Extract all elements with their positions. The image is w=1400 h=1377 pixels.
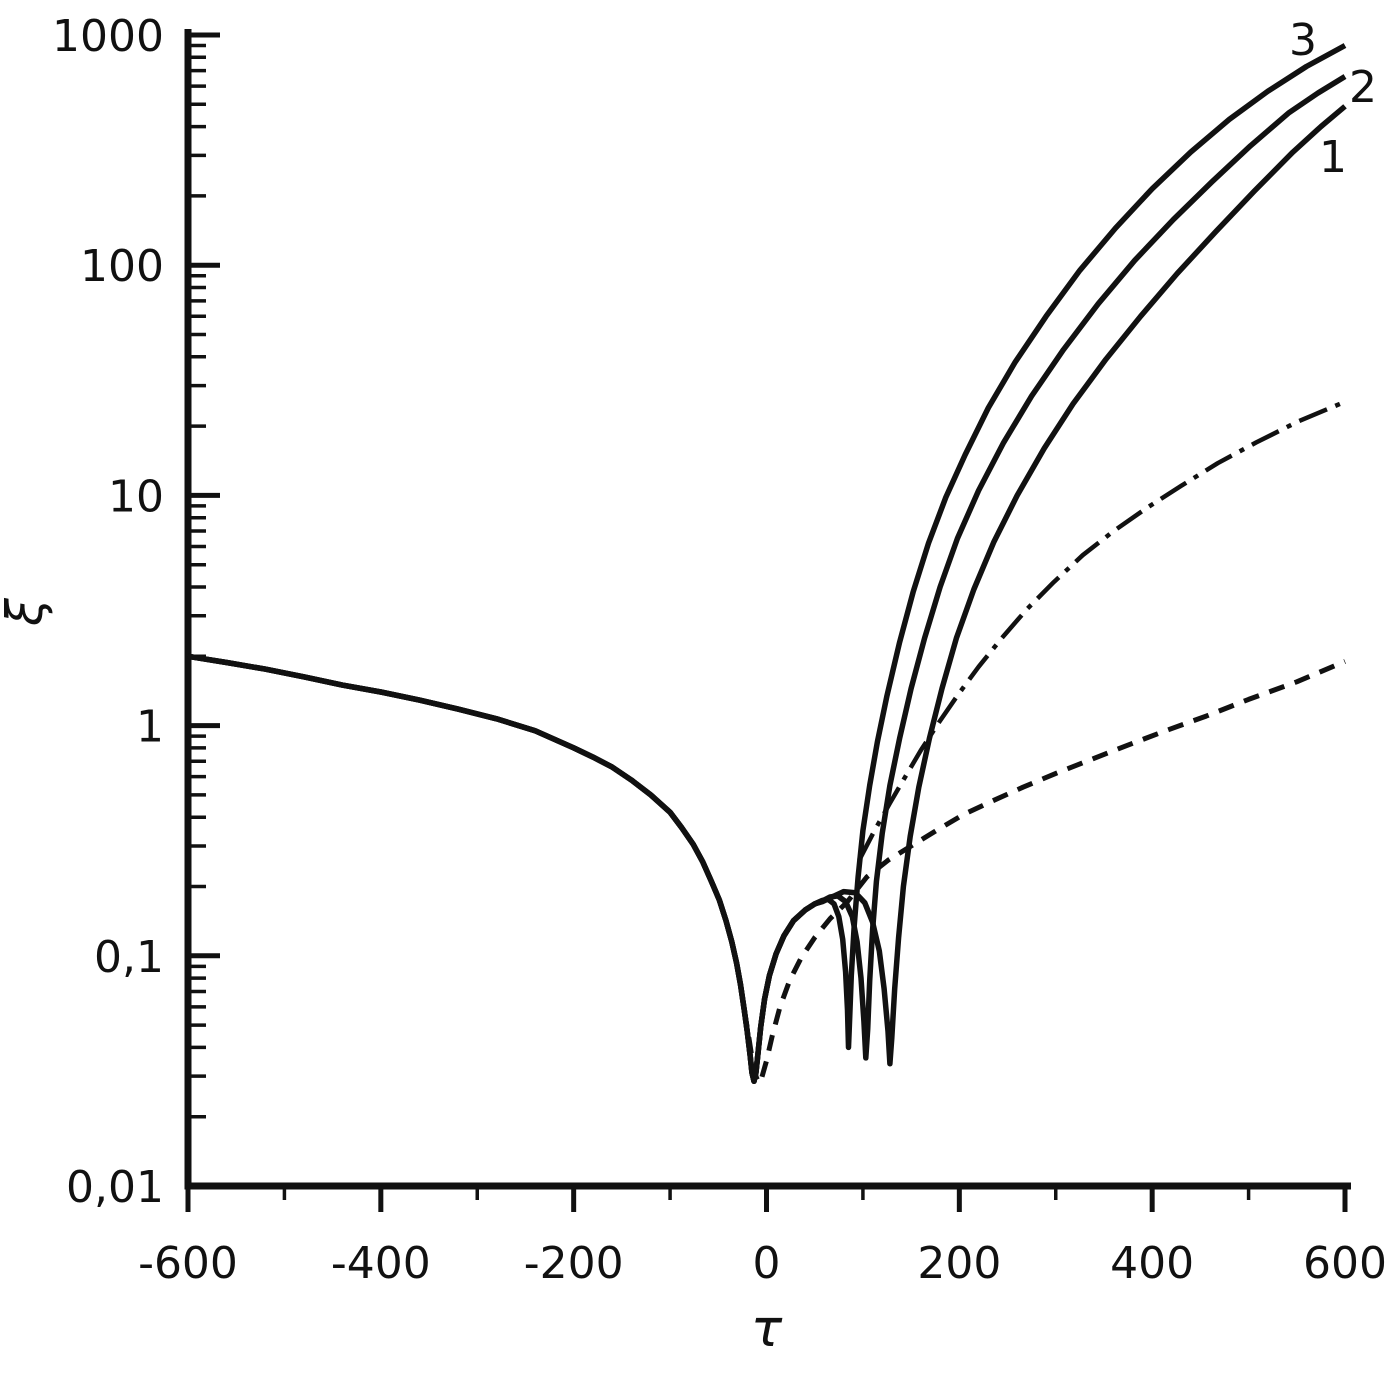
- x-tick-label: -600: [138, 1238, 238, 1289]
- y-tick-label: 1000: [52, 11, 164, 62]
- curve-label: 1: [1319, 132, 1347, 183]
- dash-dot-curve: [857, 399, 1346, 862]
- curve-1: [187, 104, 1347, 1085]
- axes: [184, 29, 1351, 1190]
- curve-labels: 321: [1289, 15, 1377, 183]
- x-tick-label: -400: [331, 1238, 431, 1289]
- x-axis-label: τ: [751, 1299, 783, 1359]
- curve-3: [187, 43, 1347, 1085]
- axis-ticks: [185, 32, 1348, 1212]
- y-tick-label: 100: [80, 241, 164, 292]
- y-axis-label: ξ̄: [0, 597, 54, 627]
- y-tick-label: 1: [136, 702, 164, 753]
- series-group: [187, 43, 1347, 1086]
- y-tick-label: 0,1: [94, 932, 164, 983]
- x-tick-labels: -600 -400 -200 0 200 400 600: [138, 1238, 1387, 1289]
- x-tick-label: 400: [1110, 1238, 1194, 1289]
- curve-2: [187, 74, 1347, 1085]
- curve-label: 3: [1289, 15, 1317, 66]
- x-tick-label: 200: [917, 1238, 1001, 1289]
- x-tick-label: -200: [524, 1238, 624, 1289]
- curve-label: 2: [1349, 62, 1377, 113]
- y-tick-label: 10: [108, 471, 164, 522]
- y-tick-labels: 0,01 0,1 1 10 100 1000: [52, 11, 164, 1213]
- dashed-curve: [187, 653, 1346, 1086]
- x-tick-label: 600: [1303, 1238, 1387, 1289]
- y-tick-label: 0,01: [66, 1162, 164, 1213]
- x-tick-label: 0: [753, 1238, 781, 1289]
